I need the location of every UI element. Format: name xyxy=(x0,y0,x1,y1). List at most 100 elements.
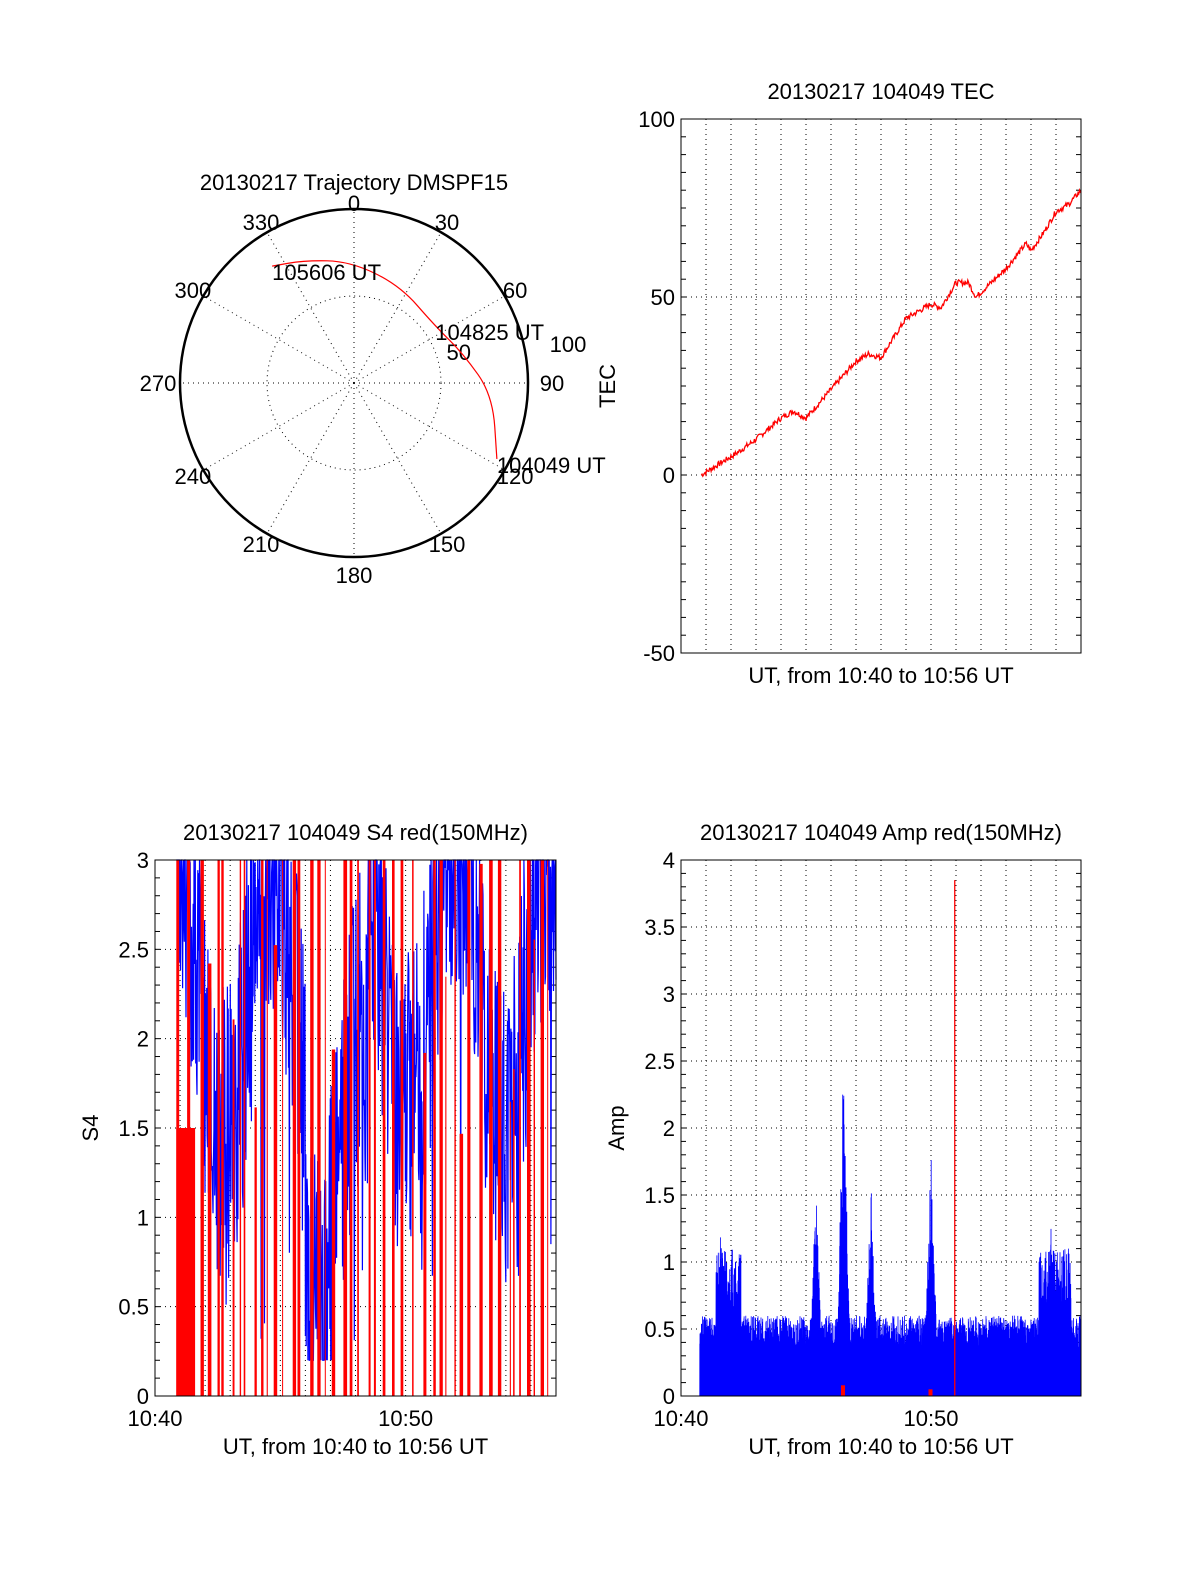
azimuth-label: 300 xyxy=(175,278,212,303)
polar-spoke xyxy=(203,382,355,471)
s4-red-spike xyxy=(207,963,212,1396)
s4-red-block xyxy=(176,1128,196,1396)
trajectory-time-label: 105606 UT xyxy=(272,260,381,285)
x-axis-label: UT, from 10:40 to 10:56 UT xyxy=(223,1434,488,1459)
s4-red-spike xyxy=(232,1019,235,1396)
amp-red-mark xyxy=(841,1385,845,1396)
y-axis-label: S4 xyxy=(78,1115,103,1142)
s4-red-spike xyxy=(509,1101,511,1396)
y-tick-label: 0.5 xyxy=(118,1295,149,1320)
y-tick-label: 2.5 xyxy=(644,1049,675,1074)
amp-red-mark xyxy=(928,1389,933,1396)
s4-red-spike xyxy=(454,860,456,1396)
y-tick-label: 0 xyxy=(663,463,675,488)
azimuth-label: 60 xyxy=(503,278,527,303)
s4-red-spike xyxy=(467,860,471,1396)
s4-red-spike xyxy=(343,860,348,1396)
x-tick-label: 10:50 xyxy=(378,1406,433,1431)
s4-red-spike xyxy=(382,860,386,1396)
y-tick-label: 100 xyxy=(638,107,675,132)
s4-red-spike xyxy=(243,860,246,1396)
azimuth-label: 30 xyxy=(435,210,459,235)
s4-red-spike xyxy=(489,860,493,1396)
polar-spoke xyxy=(353,295,505,384)
s4-red-spike xyxy=(310,860,314,1396)
y-tick-label: 1.5 xyxy=(644,1183,675,1208)
y-axis-label: Amp xyxy=(604,1105,629,1150)
x-tick-label: 10:50 xyxy=(903,1406,958,1431)
y-tick-label: 0 xyxy=(663,1384,675,1409)
y-tick-label: 1 xyxy=(137,1205,149,1230)
azimuth-label: 180 xyxy=(336,563,373,588)
s4-red-spike xyxy=(423,1052,427,1396)
plot-frame xyxy=(154,859,557,1397)
azimuth-label: 120 xyxy=(497,464,534,489)
s4-red-spike xyxy=(433,860,436,1396)
azimuth-label: 240 xyxy=(175,464,212,489)
amp-blue-fill xyxy=(699,1353,1081,1396)
s4-red-spike xyxy=(331,1049,336,1396)
polar-spoke xyxy=(203,295,355,384)
x-axis-label: UT, from 10:40 to 10:56 UT xyxy=(748,663,1013,688)
s4-red-spike xyxy=(392,860,395,1396)
chart-title: 20130217 Trajectory DMSPF15 xyxy=(200,170,508,195)
polar-outer-ring xyxy=(178,207,530,559)
y-tick-label: 3 xyxy=(663,982,675,1007)
azimuth-label: 270 xyxy=(140,371,177,396)
chart-title: 20130217 104049 S4 red(150MHz) xyxy=(183,820,528,845)
y-tick-label: 1 xyxy=(663,1250,675,1275)
s4-red-spike xyxy=(349,860,353,1396)
y-tick-label: 0 xyxy=(137,1384,149,1409)
azimuth-label: 0 xyxy=(348,191,360,216)
s4-red-spike xyxy=(200,860,204,1396)
polar-spoke xyxy=(353,382,442,534)
s4-red-spike xyxy=(324,860,326,1396)
s4-red-spike xyxy=(439,860,443,1396)
azimuth-label: 330 xyxy=(243,210,280,235)
s4-red-spike xyxy=(400,860,404,1396)
radial-tick-label: 50 xyxy=(446,340,470,365)
tec-series-line xyxy=(700,187,1082,478)
s4-red-spike xyxy=(513,1069,515,1396)
s4-red-spike xyxy=(540,860,544,1396)
trajectory-time-label: 104049 UT xyxy=(497,453,606,478)
s4-red-spike xyxy=(266,860,268,1396)
s4-red-spike xyxy=(445,976,447,1396)
s4-red-spikes xyxy=(176,860,549,1396)
polar-spoke xyxy=(266,382,355,534)
s4-red-spike xyxy=(519,860,521,1396)
s4-red-spike xyxy=(261,860,264,1396)
chart-title: 20130217 104049 TEC xyxy=(767,79,994,104)
s4-red-spike xyxy=(533,939,535,1396)
y-tick-label: 0.5 xyxy=(644,1317,675,1342)
s4-red-spike xyxy=(317,860,321,1396)
s4-red-spike xyxy=(357,860,359,1396)
s4-red-spike xyxy=(497,860,502,1396)
y-tick-label: 2 xyxy=(663,1116,675,1141)
azimuth-label: 210 xyxy=(243,532,280,557)
s4-red-spike xyxy=(292,860,297,1396)
polar-spoke xyxy=(353,232,442,384)
y-tick-label: 1.5 xyxy=(118,1116,149,1141)
s4-red-spike xyxy=(221,860,224,1396)
plot-frame xyxy=(680,118,1082,654)
y-tick-label: 2 xyxy=(137,1027,149,1052)
s4-red-spike xyxy=(239,860,242,1396)
radial-tick-label: 100 xyxy=(550,332,587,357)
s4-red-spike xyxy=(254,1107,257,1396)
s4-red-spike xyxy=(273,945,278,1396)
x-axis-label: UT, from 10:40 to 10:56 UT xyxy=(748,1434,1013,1459)
plot-frame xyxy=(680,859,1082,1397)
s4-red-spike xyxy=(412,860,414,1396)
polar-spoke xyxy=(266,232,355,384)
y-tick-label: 3.5 xyxy=(644,915,675,940)
s4-red-spike xyxy=(217,860,220,1396)
s4-red-spike xyxy=(479,863,483,1396)
y-axis-label: TEC xyxy=(595,364,620,408)
s4-red-spike xyxy=(459,1133,464,1396)
s4-red-spike xyxy=(368,860,371,1396)
azimuth-label: 90 xyxy=(540,371,564,396)
y-tick-label: 50 xyxy=(651,285,675,310)
polar-spoke xyxy=(353,382,505,471)
